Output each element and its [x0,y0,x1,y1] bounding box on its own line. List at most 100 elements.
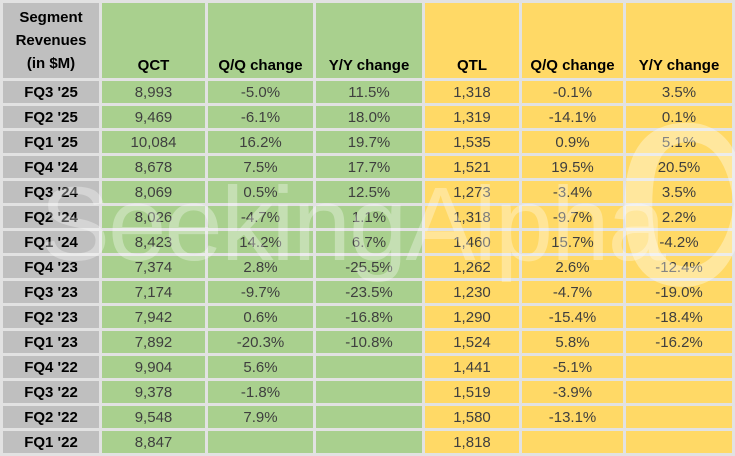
value-cell: 7,892 [102,331,205,353]
value-cell: 3.5% [626,81,732,103]
row-label-cell: FQ4 '22 [3,356,99,378]
value-cell: 0.9% [522,131,623,153]
value-cell: 2.8% [208,256,313,278]
value-cell: 9,548 [102,406,205,428]
value-cell: 5.6% [208,356,313,378]
row-label-cell: FQ1 '25 [3,131,99,153]
value-cell: 0.6% [208,306,313,328]
table-row: FQ2 '25 9,469 -6.1% 18.0% 1,319 -14.1% 0.1% [3,106,732,128]
table-row: FQ3 '23 7,174 -9.7% -23.5% 1,230 -4.7% -19.0% [3,281,732,303]
value-cell: 3.5% [626,181,732,203]
value-cell: 7,942 [102,306,205,328]
column-header-qtl: QTL [425,3,519,78]
value-cell [316,381,422,403]
value-cell: 1,273 [425,181,519,203]
value-cell: 7,174 [102,281,205,303]
value-cell: 1,580 [425,406,519,428]
row-label-cell: FQ1 '23 [3,331,99,353]
value-cell [316,356,422,378]
value-cell: 2.2% [626,206,732,228]
corner-header-line: (in $M) [26,55,76,72]
row-label-cell: FQ3 '22 [3,381,99,403]
value-cell [522,431,623,453]
value-cell: -4.7% [208,206,313,228]
value-cell: -4.2% [626,231,732,253]
value-cell: 5.1% [626,131,732,153]
table-row: FQ2 '23 7,942 0.6% -16.8% 1,290 -15.4% -18.4% [3,306,732,328]
value-cell: 8,678 [102,156,205,178]
value-cell: -9.7% [208,281,313,303]
column-header-qct-yy: Y/Y change [316,3,422,78]
table-row: FQ1 '22 8,847 1,818 [3,431,732,453]
value-cell: -23.5% [316,281,422,303]
table-row: FQ3 '25 8,993 -5.0% 11.5% 1,318 -0.1% 3.5% [3,81,732,103]
value-cell: 1,290 [425,306,519,328]
value-cell: 19.7% [316,131,422,153]
value-cell: -6.1% [208,106,313,128]
row-label-cell: FQ4 '24 [3,156,99,178]
value-cell: 20.5% [626,156,732,178]
value-cell: 5.8% [522,331,623,353]
table-row: FQ4 '24 8,678 7.5% 17.7% 1,521 19.5% 20.5% [3,156,732,178]
value-cell: 1,460 [425,231,519,253]
value-cell: 8,423 [102,231,205,253]
value-cell: 1,519 [425,381,519,403]
row-label-cell: FQ3 '23 [3,281,99,303]
value-cell: -19.0% [626,281,732,303]
value-cell: -16.2% [626,331,732,353]
value-cell: -13.1% [522,406,623,428]
corner-header-line: Segment [19,9,83,26]
column-header-qct: QCT [102,3,205,78]
value-cell: 18.0% [316,106,422,128]
value-cell: 16.2% [208,131,313,153]
value-cell: 1,262 [425,256,519,278]
value-cell: -10.8% [316,331,422,353]
value-cell [316,406,422,428]
value-cell: 7.9% [208,406,313,428]
row-label-cell: FQ3 '24 [3,181,99,203]
table-row: FQ3 '22 9,378 -1.8% 1,519 -3.9% [3,381,732,403]
value-cell: 1,535 [425,131,519,153]
table-row: FQ1 '23 7,892 -20.3% -10.8% 1,524 5.8% -16.2% [3,331,732,353]
column-header-qtl-yy: Y/Y change [626,3,732,78]
row-label-cell: FQ1 '22 [3,431,99,453]
value-cell: 11.5% [316,81,422,103]
row-label-cell: FQ2 '25 [3,106,99,128]
value-cell [316,431,422,453]
table-row: FQ3 '24 8,069 0.5% 12.5% 1,273 -3.4% 3.5% [3,181,732,203]
table-body: FQ3 '25 8,993 -5.0% 11.5% 1,318 -0.1% 3.5% FQ2 … [3,81,732,453]
value-cell [626,431,732,453]
value-cell: 9,904 [102,356,205,378]
table-row: FQ2 '24 8,026 -4.7% 1.1% 1,318 -9.7% 2.2% [3,206,732,228]
value-cell: -4.7% [522,281,623,303]
value-cell: -14.1% [522,106,623,128]
value-cell: 2.6% [522,256,623,278]
row-label-cell: FQ1 '24 [3,231,99,253]
value-cell: 1.1% [316,206,422,228]
value-cell: 7,374 [102,256,205,278]
value-cell: 8,847 [102,431,205,453]
value-cell: 12.5% [316,181,422,203]
value-cell: 17.7% [316,156,422,178]
value-cell [626,356,732,378]
value-cell: 14.2% [208,231,313,253]
column-header-qtl-qq: Q/Q change [522,3,623,78]
value-cell: -3.9% [522,381,623,403]
value-cell [208,431,313,453]
value-cell: 6.7% [316,231,422,253]
value-cell: 7.5% [208,156,313,178]
value-cell: 19.5% [522,156,623,178]
value-cell: -1.8% [208,381,313,403]
value-cell: 8,026 [102,206,205,228]
value-cell: 0.5% [208,181,313,203]
value-cell: 9,378 [102,381,205,403]
value-cell: -9.7% [522,206,623,228]
value-cell: -16.8% [316,306,422,328]
value-cell: 8,993 [102,81,205,103]
value-cell: 1,319 [425,106,519,128]
corner-header-line: Revenues [15,32,87,49]
value-cell: 9,469 [102,106,205,128]
value-cell: 15.7% [522,231,623,253]
value-cell [626,381,732,403]
